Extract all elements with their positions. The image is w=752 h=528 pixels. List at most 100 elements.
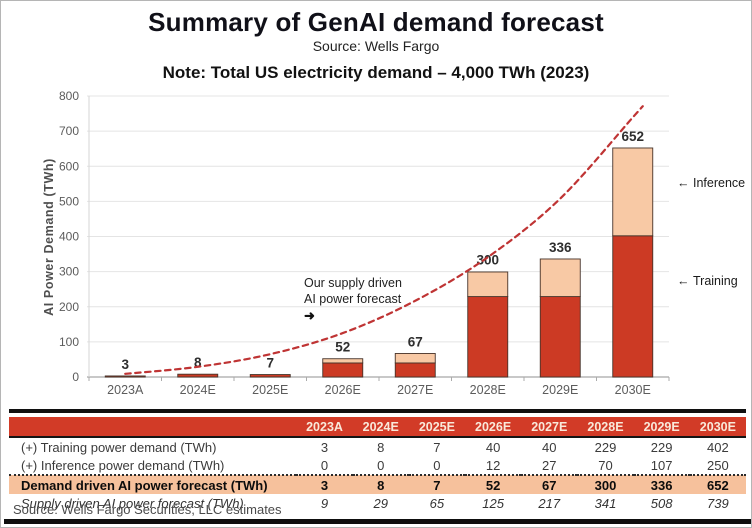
x-tick-label: 2024E: [180, 383, 216, 397]
bar-total-label-2028E: 300: [476, 253, 499, 268]
table-row-training: (+) Training power demand (TWh) 3 8 7 40 40 22…: [9, 437, 746, 456]
x-tick-label: 2028E: [470, 383, 506, 397]
cell-supply-driven: 217: [538, 495, 561, 511]
bar-total-label-2023A: 3: [121, 357, 129, 372]
bar-total-label-2030E: 652: [621, 129, 644, 144]
x-tick-label: 2025E: [252, 383, 288, 397]
header-cell-2029E: 2029E: [633, 417, 690, 438]
y-axis-title: AI Power Demand (TWh): [42, 158, 56, 316]
bar-total-label-2026E: 52: [335, 340, 350, 355]
bar-segment-inference-2027E: [394, 353, 436, 364]
cell-training: 229: [594, 439, 617, 455]
bar-segment-training-2029E: [539, 296, 581, 378]
chart-area: 0 100 200 300 400 500 600 700 800 2023A 2024E 2025E…: [1, 89, 752, 411]
cell-inference: 250: [689, 456, 746, 476]
table-container: 2023A 2024E 2025E 2026E 2027E 2028E 2029E 2030E…: [9, 417, 746, 512]
cell-demand-driven: 8: [352, 475, 409, 494]
bar-segment-inference-2029E: [539, 258, 581, 298]
x-tick-label: 2027E: [397, 383, 433, 397]
cell-inference: 12: [465, 456, 522, 476]
cell-training: 7: [433, 439, 441, 455]
bar-segment-training-2025E: [249, 374, 291, 378]
cell-supply-driven: 29: [373, 495, 388, 511]
x-tick-label: 2030E: [615, 383, 651, 397]
y-tick-label: 400: [59, 230, 79, 244]
cell-inference: 0: [352, 456, 409, 476]
bottom-rule: [4, 519, 751, 524]
forecast-table: 2023A 2024E 2025E 2026E 2027E 2028E 2029E 2030E…: [9, 417, 746, 512]
y-tick-label: 600: [59, 159, 79, 173]
cell-training: 3: [320, 439, 329, 455]
y-tick-label: 700: [59, 124, 79, 138]
cell-demand-driven: 67: [521, 475, 578, 494]
bar-segment-training-2030E: [612, 235, 654, 378]
cell-inference: 107: [633, 456, 690, 476]
cell-demand-driven: 7: [408, 475, 465, 494]
cell-inference: 27: [521, 456, 578, 476]
x-tick-label: 2023A: [107, 383, 144, 397]
cell-supply-driven: 739: [707, 495, 729, 511]
y-tick-label: 0: [72, 370, 79, 384]
y-tick-label: 100: [59, 335, 79, 349]
bar-segment-inference-2026E: [322, 358, 364, 364]
bar-segment-training-2024E: [177, 373, 219, 378]
header-cell-2023A: 2023A: [296, 417, 353, 438]
cell-supply-driven: 341: [594, 495, 617, 511]
row-label-inference: (+) Inference power demand (TWh): [9, 456, 297, 476]
cell-training: 40: [542, 439, 557, 455]
cell-training: 229: [650, 439, 673, 455]
cell-supply-driven: 508: [650, 495, 673, 511]
bar-segment-inference-2028E: [467, 271, 509, 298]
annotation-line-2: AI power forecast: [304, 292, 402, 306]
left-arrow-icon: ←: [677, 176, 693, 190]
note-total-us-demand: Note: Total US electricity demand – 4,00…: [162, 63, 590, 82]
legend-training: ← Training: [677, 274, 738, 288]
y-tick-label: 800: [59, 89, 79, 103]
row-label-demand-driven: Demand driven AI power forecast (TWh): [9, 475, 297, 494]
y-tick-label: 300: [59, 265, 79, 279]
cell-demand-driven: 652: [689, 475, 746, 494]
page-title: Summary of GenAI demand forecast: [148, 7, 604, 37]
bar-segment-training-2026E: [322, 362, 364, 378]
bar-total-label-2029E: 336: [549, 240, 572, 255]
table-source: Source: Wells Fargo Securities, LLC esti…: [13, 502, 282, 517]
y-tick-label: 200: [59, 300, 79, 314]
annotation-line-1: Our supply driven: [304, 276, 402, 290]
left-arrow-icon: ←: [677, 274, 693, 288]
cell-demand-driven: 300: [577, 475, 634, 494]
header-cell-2028E: 2028E: [577, 417, 634, 438]
cell-inference: 0: [296, 456, 353, 476]
cell-demand-driven: 3: [296, 475, 353, 494]
x-tick-label: 2026E: [325, 383, 361, 397]
bar-total-label-2027E: 67: [408, 334, 423, 349]
header-cell-blank: [9, 417, 297, 438]
cell-supply-driven: 125: [482, 495, 504, 511]
header-cell-2027E: 2027E: [521, 417, 578, 438]
table-header-row: 2023A 2024E 2025E 2026E 2027E 2028E 2029E 2030E: [9, 417, 746, 438]
x-tick-label: 2029E: [542, 383, 578, 397]
source-subtitle: Source: Wells Fargo: [312, 38, 440, 54]
bar-line-chart: 0 100 200 300 400 500 600 700 800 2023A 2024E 2025E…: [42, 89, 745, 397]
header-cell-2026E: 2026E: [465, 417, 522, 438]
cell-inference: 70: [577, 456, 634, 476]
table-top-rule: [9, 409, 746, 413]
cell-training: 402: [707, 439, 729, 455]
header-cell-2025E: 2025E: [408, 417, 465, 438]
bar-segment-inference-2030E: [612, 147, 654, 237]
cell-demand-driven: 336: [633, 475, 690, 494]
y-tick-label: 500: [59, 194, 79, 208]
row-label-supply-driven: Supply driven AI power forecast (TWh): [21, 495, 244, 511]
cell-inference: 0: [408, 456, 465, 476]
row-label-training: (+) Training power demand (TWh): [21, 439, 217, 455]
cell-supply-driven: 9: [320, 495, 329, 511]
bar-segment-training-2028E: [467, 296, 509, 378]
supply-forecast-dashed-line: [124, 105, 644, 375]
cell-supply-driven: 65: [429, 495, 445, 511]
cell-demand-driven: 52: [465, 475, 522, 494]
bar-segment-training-2023A: [104, 375, 146, 378]
legend-inference: ← Inference: [677, 176, 745, 190]
annotation-right-arrow-icon: ➜: [304, 308, 315, 323]
table-row-supply-driven: Supply driven AI power forecast (TWh) 9 29…: [9, 494, 746, 512]
table-row-inference: (+) Inference power demand (TWh) 0 0 0 12 27 7…: [9, 456, 746, 476]
